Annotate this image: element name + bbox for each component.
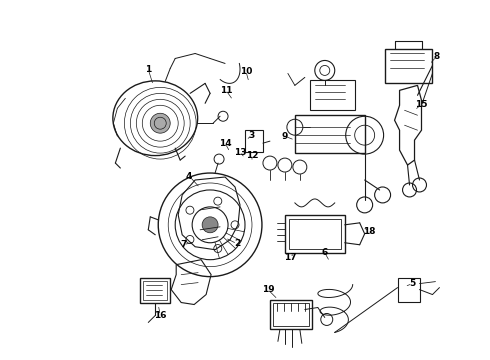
- Text: 17: 17: [284, 253, 296, 262]
- Text: 3: 3: [249, 131, 255, 140]
- Text: 9: 9: [282, 132, 288, 141]
- Text: 8: 8: [433, 52, 440, 61]
- Text: 14: 14: [219, 139, 231, 148]
- Text: 6: 6: [321, 248, 328, 257]
- Text: 19: 19: [262, 285, 274, 294]
- Text: 5: 5: [410, 279, 416, 288]
- Bar: [397, 278, 419, 302]
- Bar: [310, 80, 355, 110]
- Text: 15: 15: [415, 100, 428, 109]
- Bar: [143, 280, 167, 300]
- Bar: [273, 302, 309, 327]
- Bar: [289, 219, 341, 249]
- Bar: [285, 215, 345, 253]
- Text: 4: 4: [186, 171, 193, 180]
- Bar: [270, 300, 312, 329]
- Bar: [140, 278, 170, 302]
- Circle shape: [150, 113, 170, 133]
- Text: 10: 10: [240, 67, 252, 76]
- Bar: [245, 130, 263, 152]
- Text: 1: 1: [145, 65, 151, 74]
- Bar: [295, 115, 365, 153]
- Text: 11: 11: [220, 86, 232, 95]
- Text: 7: 7: [180, 240, 186, 249]
- Text: 13: 13: [234, 148, 246, 157]
- Text: 18: 18: [364, 227, 376, 236]
- Text: 16: 16: [154, 311, 167, 320]
- Bar: [385, 49, 433, 84]
- Text: 2: 2: [234, 239, 240, 248]
- Circle shape: [202, 217, 218, 233]
- Text: 12: 12: [245, 150, 258, 159]
